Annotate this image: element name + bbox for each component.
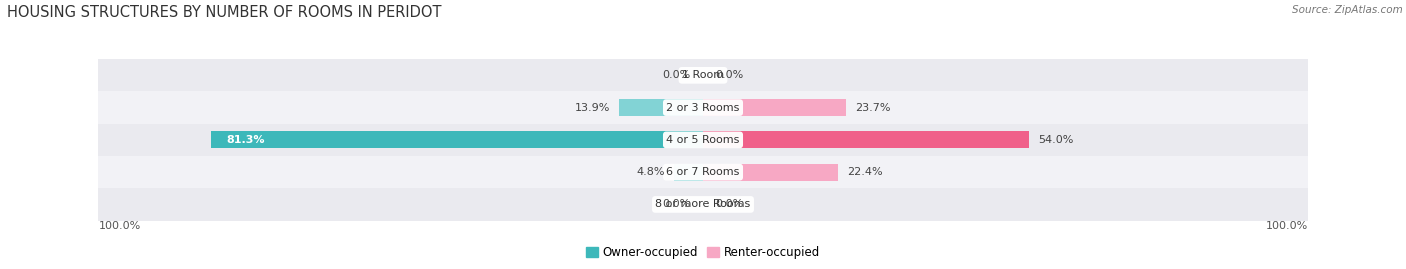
Text: 22.4%: 22.4% [848, 167, 883, 177]
Text: 0.0%: 0.0% [662, 199, 690, 210]
Bar [703, 99, 846, 116]
Bar [673, 164, 703, 180]
Bar [98, 59, 1308, 91]
Text: 100.0%: 100.0% [1265, 221, 1308, 231]
Text: 100.0%: 100.0% [98, 221, 141, 231]
Bar [98, 188, 1308, 221]
Bar [211, 132, 703, 148]
Text: Source: ZipAtlas.com: Source: ZipAtlas.com [1292, 5, 1403, 15]
Text: 81.3%: 81.3% [226, 135, 266, 145]
Text: 1 Room: 1 Room [682, 70, 724, 80]
Text: 8 or more Rooms: 8 or more Rooms [655, 199, 751, 210]
Text: HOUSING STRUCTURES BY NUMBER OF ROOMS IN PERIDOT: HOUSING STRUCTURES BY NUMBER OF ROOMS IN… [7, 5, 441, 20]
Legend: Owner-occupied, Renter-occupied: Owner-occupied, Renter-occupied [586, 246, 820, 259]
Text: 4 or 5 Rooms: 4 or 5 Rooms [666, 135, 740, 145]
Text: 23.7%: 23.7% [855, 102, 891, 113]
Text: 6 or 7 Rooms: 6 or 7 Rooms [666, 167, 740, 177]
Bar [98, 124, 1308, 156]
Bar [619, 99, 703, 116]
Text: 54.0%: 54.0% [1039, 135, 1074, 145]
Bar [98, 156, 1308, 188]
Bar [703, 132, 1029, 148]
Bar [703, 164, 838, 180]
Bar [98, 91, 1308, 124]
Text: 0.0%: 0.0% [716, 199, 744, 210]
Text: 0.0%: 0.0% [716, 70, 744, 80]
Text: 4.8%: 4.8% [637, 167, 665, 177]
Text: 0.0%: 0.0% [662, 70, 690, 80]
Text: 13.9%: 13.9% [575, 102, 610, 113]
Text: 2 or 3 Rooms: 2 or 3 Rooms [666, 102, 740, 113]
